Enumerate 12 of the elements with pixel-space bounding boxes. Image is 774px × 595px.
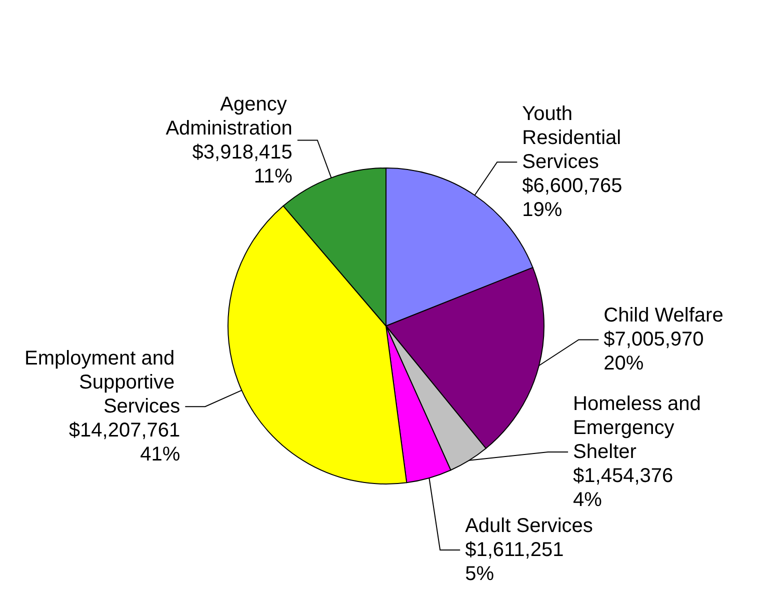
slice-label: Child Welfare [604, 304, 724, 327]
slice-label: Employment and Supportive Services [24, 348, 180, 418]
data-label: $14,207,761 41% [68, 420, 180, 466]
data-label: $7,005,970 20% [604, 328, 704, 375]
data-label: $1,454,376 4% [573, 465, 674, 511]
data-label: $1,611,251 5% [465, 539, 564, 585]
data-label: $6,600,765 19% [522, 175, 622, 222]
slice-label: Youth Residential Services [522, 103, 627, 174]
slice-label: Homeless and Emergency Shelter [573, 393, 706, 463]
data-label: $3,918,415 11% [192, 141, 293, 188]
slice-label: Adult Services [465, 515, 593, 537]
slice-label: Agency Administration [166, 93, 292, 140]
